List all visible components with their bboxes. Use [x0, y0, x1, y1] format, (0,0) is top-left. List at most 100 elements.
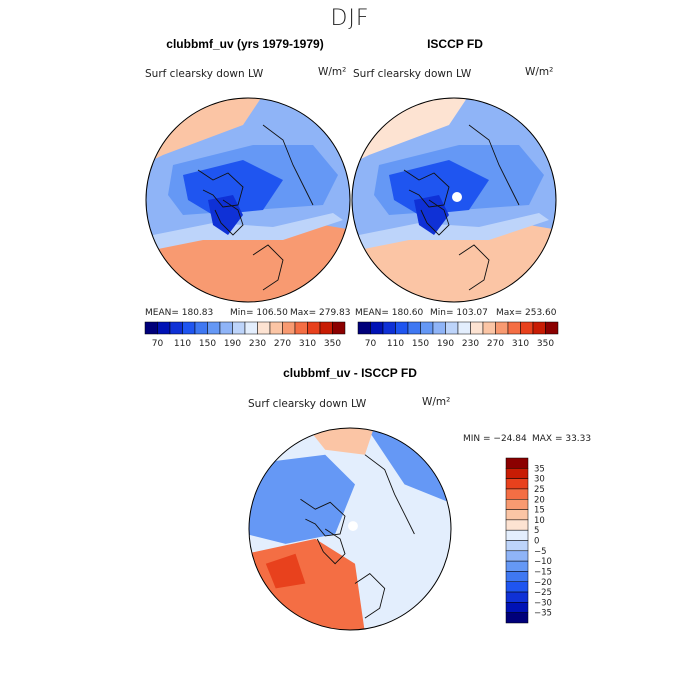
obs-colorbar-swatch — [507, 321, 521, 335]
diff-coastline-arctic — [300, 498, 346, 537]
obs-colorbar-swatch — [520, 321, 534, 335]
obs-colorbar-tick: 310 — [512, 339, 529, 349]
model-colorbar-tick: 350 — [324, 339, 341, 349]
obs-coastline-greenland — [420, 199, 450, 236]
obs-colorbar-swatch — [370, 321, 384, 335]
obs-max: Max= 253.60 — [496, 308, 557, 318]
diff-coastline-siberia — [364, 454, 415, 535]
model-colorbar-swatch — [332, 321, 346, 335]
diff-units-label: W/m² — [422, 396, 451, 408]
model-map-border — [145, 97, 351, 303]
obs-coastline-europe — [458, 244, 490, 291]
obs-mean: MEAN= 180.60 — [355, 308, 424, 318]
model-colorbar: 70 110 150 190 230 270 310 350 — [144, 321, 346, 349]
model-colorbar-swatch — [144, 321, 158, 335]
diff-colorbar-tick: −20 — [534, 578, 552, 588]
obs-colorbar-swatch — [382, 321, 396, 335]
model-colorbar-swatch — [194, 321, 208, 335]
obs-arctic-region — [389, 160, 489, 215]
diff-colorbar-swatch — [505, 571, 529, 582]
diff-colorbar-swatch — [505, 457, 529, 469]
diff-max: MAX = 33.33 — [532, 434, 592, 444]
obs-colorbar-swatch — [445, 321, 459, 335]
model-arctic-region — [183, 160, 283, 215]
model-coastline-arctic — [197, 169, 244, 208]
diff-colorbar-swatch — [505, 612, 529, 624]
obs-colorbar-tick: 70 — [365, 339, 377, 349]
diff-colorbar-tick: 35 — [534, 464, 545, 474]
diff-colorbar-tick: 5 — [534, 526, 539, 536]
diff-colorbar-tick: 25 — [534, 485, 545, 495]
model-variable-label: Surf clearsky down LW — [145, 68, 264, 80]
model-colorbar-tick: 110 — [174, 339, 191, 349]
obs-colorbar: 70 110 150 190 230 270 310 350 — [357, 321, 559, 349]
obs-colorbar-tick: 350 — [537, 339, 554, 349]
obs-pole-missing-data — [452, 192, 462, 202]
model-colorbar-tick: 270 — [274, 339, 291, 349]
model-colorbar-swatch — [257, 321, 271, 335]
obs-panel-title: ISCCP FD — [427, 37, 483, 51]
model-colorbar-tick: 310 — [299, 339, 316, 349]
obs-colorbar-swatch — [357, 321, 371, 335]
model-colorbar-swatch — [169, 321, 183, 335]
model-coastline-greenland — [214, 199, 244, 236]
diff-colorbar-tick: −15 — [534, 567, 552, 577]
diff-canadian-arctic-region — [249, 454, 355, 544]
model-colorbar-swatch — [269, 321, 283, 335]
model-greenland-core-region — [208, 195, 243, 235]
diff-colorbar-swatch — [505, 550, 529, 562]
model-colorbar-swatch — [207, 321, 221, 335]
diff-min: MIN = −24.84 — [463, 434, 527, 444]
diff-pole-missing-data — [348, 521, 358, 531]
diff-colorbar-tick: −25 — [534, 588, 552, 598]
model-min: Min= 106.50 — [230, 308, 288, 318]
diff-colorbar-swatch — [505, 488, 529, 500]
obs-coastline-arctic — [403, 169, 450, 208]
diff-colorbar-tick: 30 — [534, 475, 545, 485]
model-colorbar-tick: 70 — [152, 339, 164, 349]
obs-colorbar-tick: 270 — [487, 339, 504, 349]
model-colorbar-swatch — [244, 321, 258, 335]
diff-colorbar-swatch — [505, 509, 529, 521]
diff-colorbar-swatch — [505, 529, 529, 541]
diff-colorbar-tick: 20 — [534, 495, 545, 505]
model-colorbar-tick: 190 — [224, 339, 241, 349]
diff-alaska-region — [305, 428, 375, 455]
model-coastline-europe — [252, 244, 284, 291]
diff-coastline-greenland — [316, 528, 346, 565]
diff-colorbar-tick: 15 — [534, 506, 545, 516]
model-colorbar-swatch — [219, 321, 233, 335]
obs-map-border — [351, 97, 557, 303]
diff-barents-region — [265, 553, 306, 589]
obs-field — [352, 98, 556, 302]
diff-colorbar-tick: 0 — [534, 537, 539, 547]
model-coastline-siberia — [262, 124, 314, 206]
model-colorbar-swatch — [282, 321, 296, 335]
diff-colorbar-swatch — [505, 560, 529, 572]
obs-variable-label: Surf clearsky down LW — [353, 68, 472, 80]
obs-colorbar-tick: 110 — [387, 339, 404, 349]
season-title: DJF — [330, 6, 370, 31]
model-colorbar-swatch — [182, 321, 196, 335]
obs-greenland-core-region — [414, 195, 449, 235]
obs-colorbar-swatch — [470, 321, 484, 335]
obs-colorbar-swatch — [407, 321, 421, 335]
diff-colorbar-swatch — [505, 468, 529, 479]
model-transition-region — [153, 213, 343, 250]
obs-transition-region — [359, 213, 549, 250]
model-colorbar-swatch — [232, 321, 246, 335]
model-field — [146, 98, 350, 302]
model-mean: MEAN= 180.83 — [145, 308, 214, 318]
diff-map-border — [248, 427, 452, 631]
model-colorbar-swatch — [319, 321, 333, 335]
model-max: Max= 279.83 — [290, 308, 351, 318]
diff-colorbar-swatch — [505, 602, 529, 613]
obs-min: Min= 103.07 — [430, 308, 488, 318]
diff-coastline-europe — [354, 573, 386, 619]
obs-colorbar-tick: 190 — [437, 339, 454, 349]
obs-atlantic-region — [352, 225, 556, 302]
obs-colorbar-swatch — [532, 321, 546, 335]
obs-colorbar-tick: 230 — [462, 339, 479, 349]
diff-polar-map — [248, 427, 452, 631]
